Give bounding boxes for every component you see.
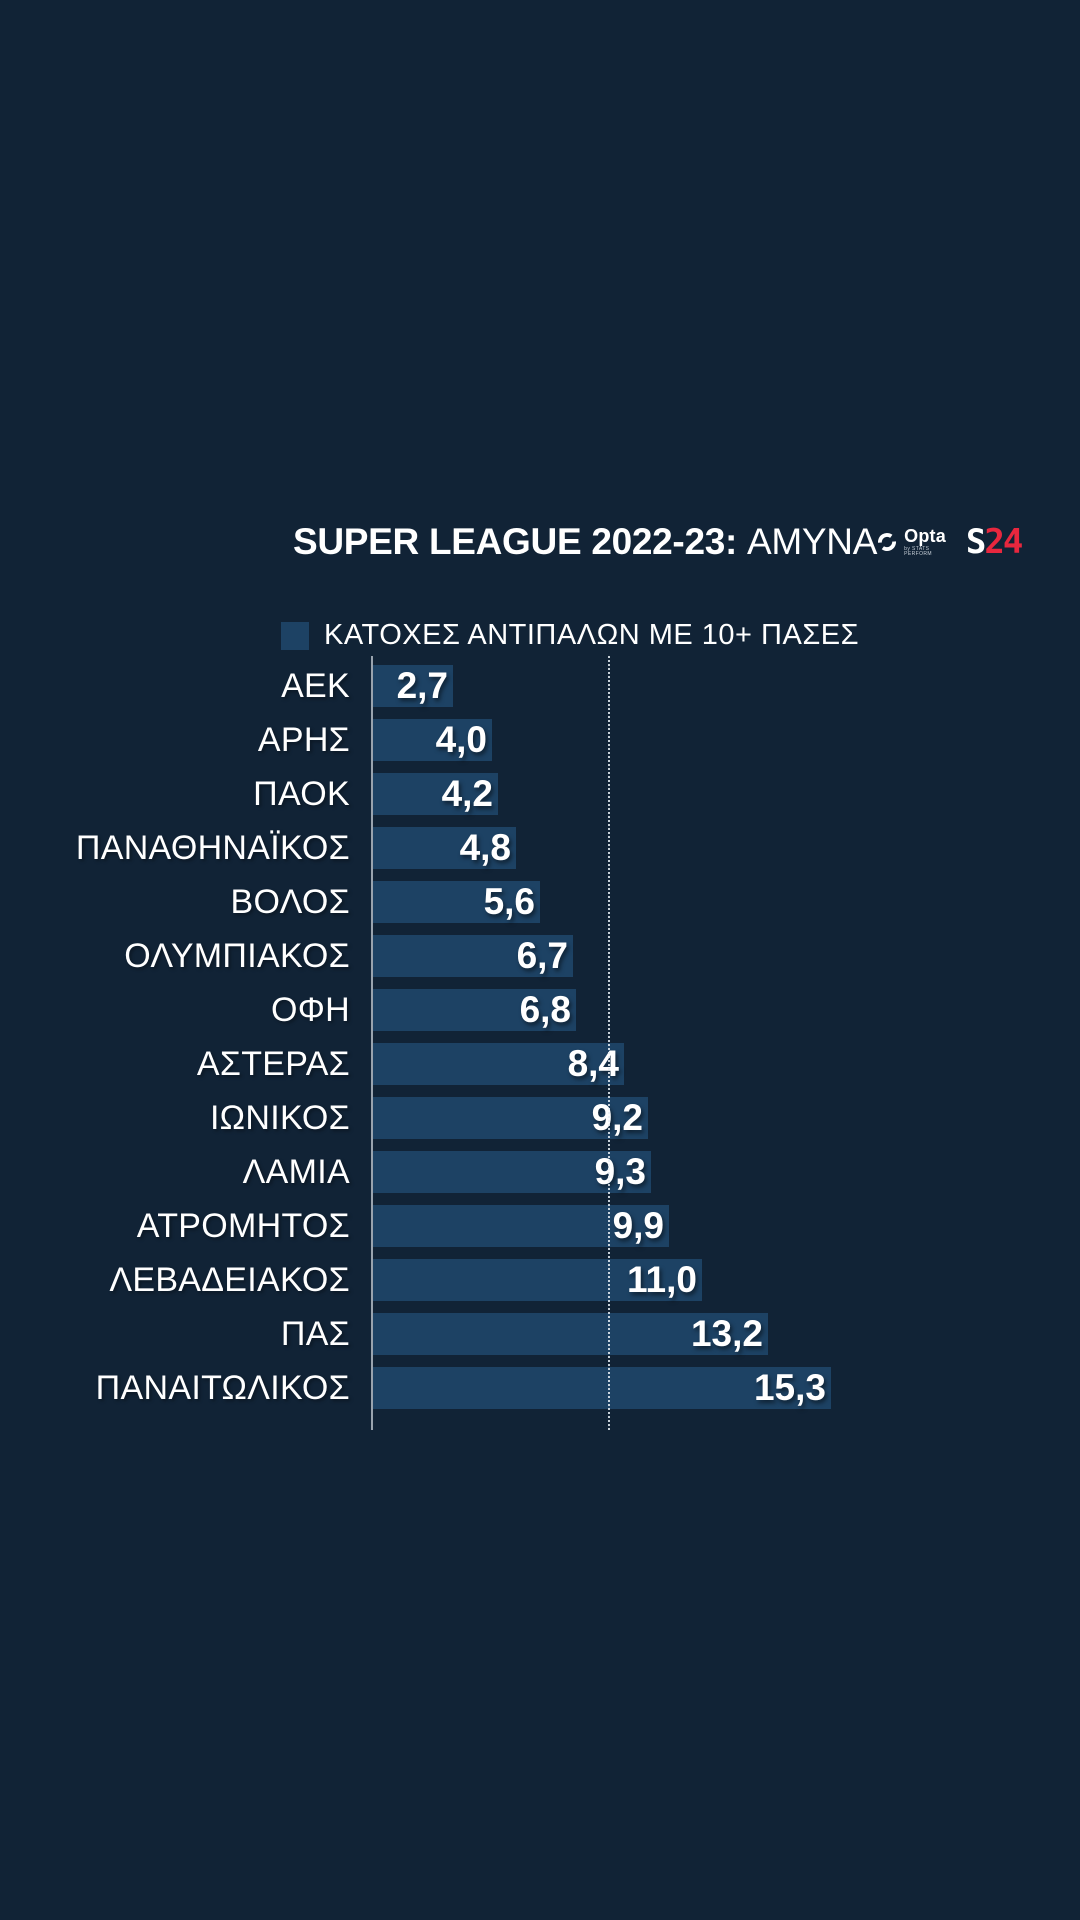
- chart-row: ΠΑΣ 13,2: [0, 1313, 1080, 1355]
- page-title-sub: ΑΜΥΝΑ: [747, 521, 878, 562]
- bar-value-label: 9,9: [612, 1205, 664, 1246]
- chart-row: ΛΕΒΑΔΕΙΑΚΟΣ 11,0: [0, 1259, 1080, 1301]
- legend: ΚΑΤΟΧΕΣ ΑΝΤΙΠΑΛΩΝ ΜΕ 10+ ΠΑΣΕΣ: [281, 619, 859, 652]
- chart-row: ΠΑΝΑΙΤΩΛΙΚΟΣ 15,3: [0, 1367, 1080, 1409]
- chart-row: ΠΑΟΚ 4,2: [0, 773, 1080, 815]
- team-label: ΠΑΟΚ: [253, 774, 350, 813]
- legend-swatch: [281, 621, 309, 650]
- opta-ring-icon: [878, 532, 897, 552]
- chart-row: ΑΣΤΕΡΑΣ 8,4: [0, 1043, 1080, 1085]
- bar-value-label: 6,7: [516, 935, 568, 976]
- average-reference-line: [608, 656, 610, 1430]
- chart-row: ΑΡΗΣ 4,0: [0, 719, 1080, 761]
- bar-value-label: 11,0: [627, 1259, 697, 1300]
- opta-name-label: Opta: [904, 526, 946, 546]
- chart-row: ΑΕΚ 2,7: [0, 665, 1080, 707]
- s24-letter: S: [965, 522, 987, 562]
- bar: 5,6: [372, 881, 540, 923]
- opta-subtitle-label: by STATS PERFORM: [904, 546, 932, 557]
- chart-row: ΙΩΝΙΚΟΣ 9,2: [0, 1097, 1080, 1139]
- team-label: ΠΑΣ: [280, 1314, 350, 1353]
- bar: 6,8: [372, 989, 576, 1031]
- opta-wordmark: Opta by STATS PERFORM: [904, 527, 950, 557]
- team-label: ΙΩΝΙΚΟΣ: [209, 1098, 350, 1137]
- team-label: ΑΕΚ: [281, 666, 350, 705]
- team-label: ΛΕΒΑΔΕΙΑΚΟΣ: [109, 1260, 350, 1299]
- team-label: ΒΟΛΟΣ: [230, 882, 350, 921]
- legend-label: ΚΑΤΟΧΕΣ ΑΝΤΙΠΑΛΩΝ ΜΕ 10+ ΠΑΣΕΣ: [324, 619, 860, 651]
- bar-value-label: 2,7: [396, 665, 448, 706]
- bar-value-label: 6,8: [519, 989, 571, 1030]
- bar-value-label: 9,2: [591, 1097, 643, 1138]
- bar-value-label: 4,2: [441, 773, 493, 814]
- s24-logo: S 24: [965, 522, 1023, 562]
- bar: 13,2: [372, 1313, 768, 1355]
- team-label: ΑΤΡΟΜΗΤΟΣ: [136, 1206, 350, 1245]
- team-label: ΛΑΜΙΑ: [242, 1152, 350, 1191]
- team-label: ΟΦΗ: [270, 990, 350, 1029]
- bar-value-label: 13,2: [690, 1313, 763, 1354]
- page-title: SUPER LEAGUE 2022-23: ΑΜΥΝΑ: [293, 521, 877, 563]
- bar: 15,3: [372, 1367, 831, 1409]
- s24-number: 24: [984, 522, 1023, 562]
- bar-value-label: 4,0: [435, 719, 487, 760]
- team-label: ΑΡΗΣ: [257, 720, 350, 759]
- bar-chart: ΑΕΚ 2,7 ΑΡΗΣ 4,0 ΠΑΟΚ 4,2 ΠΑΝΑΘΗΝΑΪΚΟΣ 4,8 ΒΟΛΟΣ…: [0, 656, 1080, 1455]
- chart-row: ΟΦΗ 6,8: [0, 989, 1080, 1031]
- bar: 4,8: [372, 827, 516, 869]
- bar: 4,2: [372, 773, 498, 815]
- bar-value-label: 5,6: [483, 881, 535, 922]
- bar: 9,2: [372, 1097, 648, 1139]
- chart-row: ΟΛΥΜΠΙΑΚΟΣ 6,7: [0, 935, 1080, 977]
- header: SUPER LEAGUE 2022-23: ΑΜΥΝΑ Opta by STATS…: [293, 520, 1023, 564]
- chart-row: ΒΟΛΟΣ 5,6: [0, 881, 1080, 923]
- chart-rows: ΑΕΚ 2,7 ΑΡΗΣ 4,0 ΠΑΟΚ 4,2 ΠΑΝΑΘΗΝΑΪΚΟΣ 4,8 ΒΟΛΟΣ…: [0, 665, 1080, 1409]
- bar: 2,7: [372, 665, 453, 707]
- bar-value-label: 8,4: [567, 1043, 619, 1084]
- page-title-main: SUPER LEAGUE 2022-23:: [293, 521, 738, 562]
- bar-value-label: 15,3: [753, 1367, 826, 1408]
- team-label: ΠΑΝΑΙΤΩΛΙΚΟΣ: [95, 1368, 350, 1407]
- chart-row: ΑΤΡΟΜΗΤΟΣ 9,9: [0, 1205, 1080, 1247]
- chart-row: ΛΑΜΙΑ 9,3: [0, 1151, 1080, 1193]
- bar-value-label: 9,3: [594, 1151, 646, 1192]
- team-label: ΑΣΤΕΡΑΣ: [196, 1044, 350, 1083]
- bar: 6,7: [372, 935, 573, 977]
- axis-line: [371, 656, 373, 1430]
- opta-logo: Opta by STATS PERFORM: [877, 527, 950, 557]
- team-label: ΟΛΥΜΠΙΑΚΟΣ: [124, 936, 350, 975]
- bar: 8,4: [372, 1043, 624, 1085]
- logo-group: Opta by STATS PERFORM S 24: [877, 522, 1023, 562]
- bar-value-label: 4,8: [459, 827, 511, 868]
- bar: 9,3: [372, 1151, 651, 1193]
- bar: 9,9: [372, 1205, 669, 1247]
- bar: 4,0: [372, 719, 492, 761]
- chart-row: ΠΑΝΑΘΗΝΑΪΚΟΣ 4,8: [0, 827, 1080, 869]
- bar: 11,0: [372, 1259, 702, 1301]
- team-label: ΠΑΝΑΘΗΝΑΪΚΟΣ: [75, 828, 350, 867]
